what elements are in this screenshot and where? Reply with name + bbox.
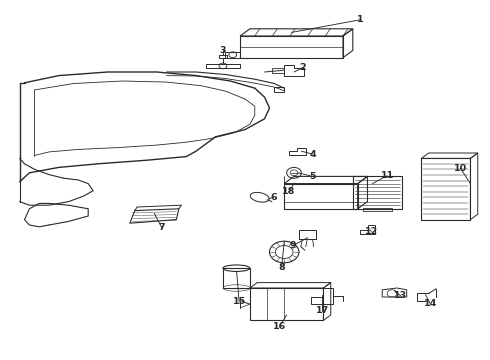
Text: 13: 13 xyxy=(394,292,407,300)
Text: 3: 3 xyxy=(220,46,226,55)
Text: 15: 15 xyxy=(233,297,245,306)
Text: 2: 2 xyxy=(299,63,306,72)
Text: 12: 12 xyxy=(365,227,378,236)
Text: 10: 10 xyxy=(454,164,467,173)
Text: 16: 16 xyxy=(272,323,286,331)
Text: 1: 1 xyxy=(357,15,364,24)
Text: 17: 17 xyxy=(316,306,329,315)
Text: 9: 9 xyxy=(290,241,296,250)
Text: 11: 11 xyxy=(380,171,394,180)
Text: 6: 6 xyxy=(270,193,277,202)
Text: 14: 14 xyxy=(423,299,437,308)
Text: 8: 8 xyxy=(278,263,285,271)
Text: 4: 4 xyxy=(309,150,316,158)
Text: 5: 5 xyxy=(309,172,316,181)
Text: 7: 7 xyxy=(158,223,165,232)
Text: 18: 18 xyxy=(282,187,296,196)
